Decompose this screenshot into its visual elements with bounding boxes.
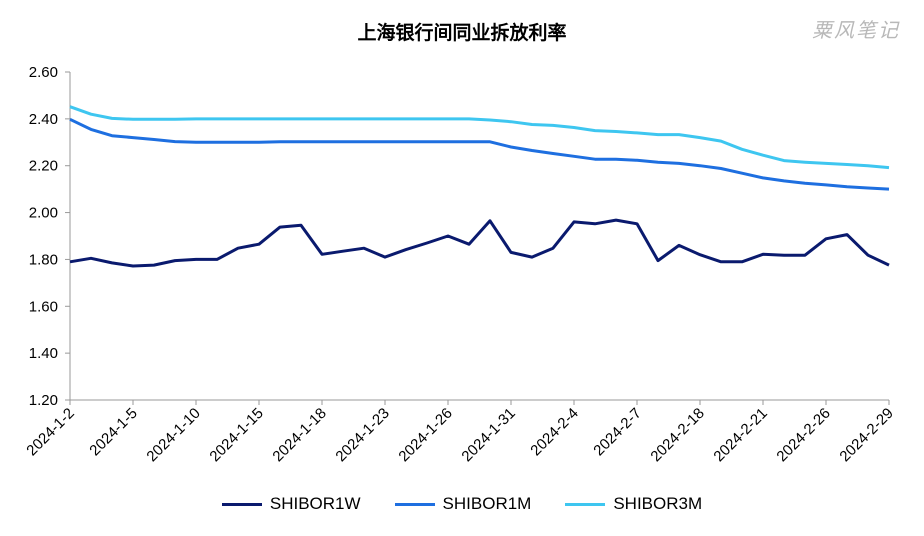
y-tick-label: 1.60 <box>29 298 58 315</box>
legend-item-shibor3m: SHIBOR3M <box>565 494 702 514</box>
legend-swatch <box>394 502 435 506</box>
x-tick-label: 2024-2-18 <box>647 405 707 465</box>
x-tick-label: 2024-1-2 <box>23 405 77 459</box>
series-line-shibor1w <box>69 218 890 268</box>
legend-swatch <box>565 502 606 506</box>
watermark: 粟风笔记 <box>812 18 900 42</box>
legend-label: SHIBOR1M <box>442 494 532 513</box>
legend-label: SHIBOR3M <box>613 494 703 513</box>
legend: SHIBOR1W SHIBOR1M SHIBOR3M <box>0 494 924 514</box>
series-line-shibor3m <box>69 105 890 170</box>
x-tick-label: 2024-2-29 <box>836 405 896 465</box>
y-tick-label: 1.20 <box>29 392 58 409</box>
x-tick-label: 2024-1-15 <box>206 405 266 465</box>
x-tick-label: 2024-1-31 <box>458 405 518 465</box>
x-tick-label: 2024-1-23 <box>332 405 392 465</box>
legend-item-shibor1w: SHIBOR1W <box>221 494 361 514</box>
y-tick-label: 1.80 <box>29 251 58 268</box>
y-tick-label: 2.40 <box>29 111 58 128</box>
legend-item-shibor1m: SHIBOR1M <box>394 494 532 514</box>
series-line-shibor1m <box>69 117 890 191</box>
y-tick-label: 1.40 <box>29 345 58 362</box>
x-tick-label: 2024-2-26 <box>773 405 833 465</box>
y-tick-label: 2.00 <box>29 205 58 222</box>
chart-title: 上海银行间同业拆放利率 <box>357 22 567 44</box>
x-tick-label: 2024-2-21 <box>710 405 770 465</box>
y-tick-label: 2.60 <box>29 64 58 81</box>
legend-label: SHIBOR1W <box>269 494 361 513</box>
x-tick-label: 2024-2-7 <box>590 405 644 459</box>
x-tick-label: 2024-1-26 <box>395 405 455 465</box>
x-tick-label: 2024-1-10 <box>143 405 203 465</box>
x-tick-label: 2024-2-4 <box>527 405 581 459</box>
y-tick-label: 2.20 <box>29 158 58 175</box>
series-layer <box>69 105 890 268</box>
x-tick-label: 2024-1-18 <box>269 405 329 465</box>
x-tick-label: 2024-1-5 <box>86 405 140 459</box>
legend-swatch <box>221 502 262 506</box>
